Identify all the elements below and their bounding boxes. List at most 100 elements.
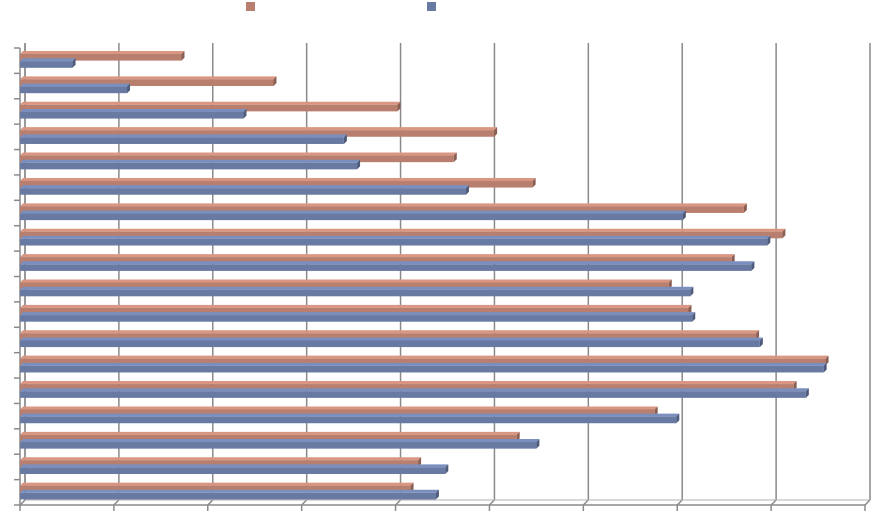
bar-series-1-top [20, 457, 422, 461]
bar-series-1 [20, 384, 794, 391]
bar-series-1 [20, 130, 495, 137]
bar-series-1-top [20, 76, 277, 80]
bar-series-2 [20, 467, 446, 475]
bar-series-1-top [20, 203, 747, 207]
bar-series-2-top [20, 439, 540, 443]
bar-series-2 [20, 391, 806, 398]
bar-series-2-top [20, 286, 694, 290]
bar-series-2-end [445, 464, 449, 475]
bar-series-2 [20, 162, 358, 170]
bar-series-1 [20, 180, 533, 188]
bar-series-1-top [20, 330, 760, 334]
bar-series-2 [20, 137, 344, 144]
bar-series-1-top [20, 127, 498, 131]
bar-series-2 [20, 188, 466, 195]
bar-series-2-top [20, 134, 347, 138]
bar-series-2 [20, 340, 760, 348]
bar-series-2 [20, 315, 693, 322]
bar-series-1 [20, 206, 744, 213]
legend-swatch-series-1 [246, 2, 255, 11]
bar-series-1 [20, 257, 732, 264]
bar-series-2-end [767, 235, 771, 246]
bar-series-1 [20, 460, 419, 467]
bar-series-2-top [20, 235, 771, 239]
bar-series-2-top [20, 261, 755, 265]
bar-series-1 [20, 54, 182, 61]
gridline-floor-connector [113, 499, 120, 506]
bar-series-1 [20, 358, 826, 366]
bar-series-2 [20, 416, 677, 424]
bar-series-2 [20, 365, 824, 373]
bar-series-1-end [273, 76, 277, 86]
bar-series-1-top [20, 51, 185, 54]
bar-series-2-end [435, 489, 439, 500]
bar-series-1 [20, 155, 454, 163]
bar-series-1-top [20, 355, 829, 359]
bar-series-2-top [20, 185, 469, 189]
bar-series-2-top [20, 413, 680, 417]
bar-series-1-top [20, 279, 672, 283]
legend-item-series-2 [427, 2, 440, 11]
bar-series-2-end [759, 337, 763, 348]
bar-series-2-end [536, 439, 540, 449]
bar-series-2-top [20, 58, 76, 62]
gridline-floor-connector [864, 499, 871, 506]
bar-series-1 [20, 333, 757, 340]
bar-series-2 [20, 61, 73, 68]
bar-series-2-top [20, 312, 696, 316]
bar-series-1-top [20, 406, 658, 410]
bar-series-2-end [690, 286, 694, 297]
bar-series-2-top [20, 464, 449, 468]
bar-series-2-end [676, 413, 680, 424]
bar-series-2-end [682, 210, 686, 221]
bar-series-2 [20, 238, 768, 246]
bar-series-2 [20, 442, 537, 449]
gridline-floor-connector [19, 499, 26, 506]
bar-series-2-end [823, 362, 827, 373]
bar-series-2-end [357, 159, 361, 170]
bar-series-2-top [20, 337, 763, 341]
bar-series-1-top [20, 177, 536, 181]
bar-series-2-top [20, 210, 686, 214]
bar-series-2 [20, 86, 128, 94]
bar-series-1-end [782, 228, 786, 239]
bar-series-1-end [532, 177, 536, 188]
bar-series-2-end [72, 58, 76, 68]
bar-series-2 [20, 213, 683, 221]
bar-series-2-top [20, 83, 131, 87]
bar-series-1-end [494, 127, 498, 137]
bar-series-1 [20, 434, 517, 442]
bar-series-1-top [20, 228, 786, 232]
bar-series-2-top [20, 108, 247, 112]
bar-series-2 [20, 111, 244, 119]
bar-series-2-top [20, 388, 809, 392]
chart-legend [0, 2, 889, 16]
bar-series-1-top [20, 254, 735, 258]
gridline-floor-connector [676, 499, 683, 506]
gridline-floor-connector [207, 499, 214, 506]
gridline-floor-connector [301, 499, 308, 506]
legend-item-series-1 [246, 2, 259, 11]
bar-series-2 [20, 492, 436, 500]
bar-series-2-top [20, 489, 439, 493]
bar-series-2-end [465, 185, 469, 195]
bar-series-2-end [243, 108, 247, 119]
bar-series-2 [20, 264, 752, 271]
gridline-floor-connector [488, 499, 495, 506]
bar-series-1 [20, 409, 655, 417]
bar-series-2 [20, 289, 691, 297]
bar-series-2-top [20, 159, 361, 163]
bar-series-2-end [692, 312, 696, 322]
bar-series-1-top [20, 381, 797, 385]
bar-series-1 [20, 485, 411, 493]
bar-series-1 [20, 104, 398, 112]
bar-series-1 [20, 79, 274, 86]
bar-series-1-end [453, 152, 457, 163]
gridline-floor-connector [770, 499, 777, 506]
bar-series-1-end [743, 203, 747, 213]
bar-series-2-top [20, 362, 827, 366]
bar-series-1-top [20, 431, 520, 435]
legend-swatch-series-2 [427, 2, 436, 11]
bar-series-1-top [20, 152, 457, 156]
